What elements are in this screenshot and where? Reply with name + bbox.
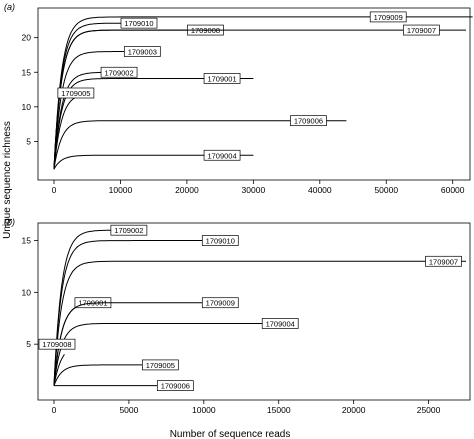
series-curve-1709007: [53, 260, 466, 386]
series-curve-1709006: [53, 120, 347, 170]
series-label-box: [425, 255, 462, 267]
y-tick-label: 5: [26, 136, 31, 146]
series-label-box: [156, 380, 194, 391]
series-label: 1709007: [429, 257, 458, 266]
series-label: 1709004: [207, 151, 236, 160]
x-tick-label: 60000: [441, 185, 465, 195]
series-label-box: [57, 87, 95, 99]
panel-b: (b) 0 5000 10000 15000 20000 25000 5 10 15 1709002…: [4, 217, 471, 415]
x-tick-label: 20000: [342, 405, 366, 415]
x-tick-label: 10000: [192, 405, 216, 415]
series-label: 1709002: [114, 226, 143, 235]
series-label: 1709005: [146, 361, 175, 370]
series-label-box: [120, 17, 158, 29]
series-curve-1709004: [53, 323, 294, 386]
x-axis-label: Number of sequence reads: [170, 429, 291, 439]
x-tick-label: 20000: [175, 185, 199, 195]
series-label-box: [290, 115, 327, 127]
series-label: 1709008: [42, 340, 71, 349]
series-label-box: [203, 73, 241, 84]
panel-a: (a) 0 10000 20000 30000 40000 50000 60000 5 10 15 2…: [4, 2, 473, 195]
y-tick-label: 10: [22, 287, 32, 297]
series-curve-1709004: [53, 154, 254, 170]
series-curve-1709009: [53, 302, 234, 386]
series-label: 1709002: [104, 68, 133, 77]
plot-frame: [37, 7, 471, 181]
x-tick-label: 30000: [242, 185, 266, 195]
series-label: 1709007: [407, 26, 436, 35]
series-label: 1709010: [124, 19, 153, 28]
series-label-box: [201, 235, 239, 246]
series-curve-1709001: [53, 78, 254, 170]
plot-frame: [37, 222, 471, 401]
series-label-box: [203, 149, 241, 161]
panel-label: (a): [4, 2, 15, 12]
series-curve-1709010: [53, 240, 234, 386]
series-curve-1709003: [53, 51, 144, 170]
series-label: 1709009: [206, 299, 235, 308]
series-label-box: [201, 297, 239, 309]
series-label-box: [141, 359, 179, 371]
series-curve-1709007: [53, 29, 466, 170]
x-tick-label: 40000: [308, 185, 332, 195]
y-tick-label: 15: [22, 67, 32, 77]
series-label-box: [100, 66, 138, 78]
series-label-box: [261, 318, 299, 329]
x-tick-label: 25000: [417, 405, 441, 415]
series-label-box: [403, 24, 440, 36]
x-tick-label: 10000: [109, 185, 133, 195]
series-label: 1709009: [374, 13, 403, 22]
series-label: 1709004: [266, 319, 295, 328]
series-label: 1709001: [207, 74, 236, 83]
series-label: 1709005: [61, 89, 90, 98]
panel-label: (b): [4, 217, 15, 227]
series-label: 1709006: [294, 117, 323, 126]
x-tick-label: 5000: [119, 405, 138, 415]
series-curve-1709005: [53, 364, 174, 386]
y-tick-label: 10: [22, 102, 32, 112]
series-label-box: [110, 224, 148, 236]
series-label: 1709006: [161, 382, 190, 391]
series-label-box: [123, 46, 161, 57]
y-tick-label: 20: [22, 33, 32, 43]
series-label-box: [38, 338, 76, 350]
x-tick-label: 0: [52, 185, 57, 195]
series-label: 1709010: [206, 237, 235, 246]
series-label: 1709003: [128, 48, 157, 57]
x-tick-label: 50000: [374, 185, 398, 195]
y-tick-label: 15: [22, 236, 32, 246]
series-label-box: [369, 11, 407, 23]
y-tick-label: 5: [26, 339, 31, 349]
series-curve-1709009: [53, 16, 473, 170]
x-tick-label: 0: [52, 405, 57, 415]
y-axis-label: Unique sequence richness: [2, 121, 13, 239]
x-tick-label: 15000: [267, 405, 291, 415]
